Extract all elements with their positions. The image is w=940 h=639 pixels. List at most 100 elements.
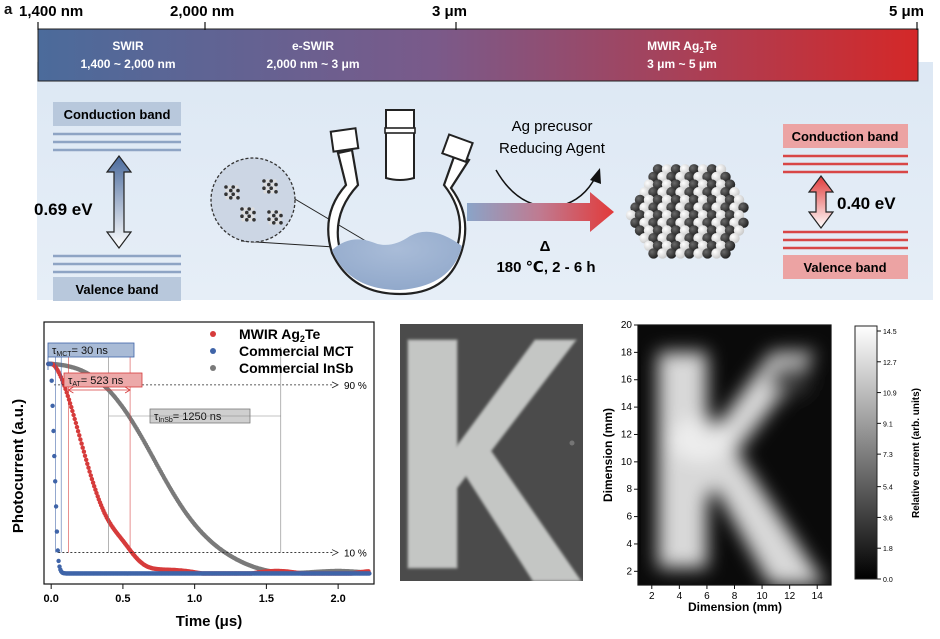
lattice-atom [634,210,646,221]
lattice-atom [670,225,682,236]
data-point [65,393,71,399]
data-point [90,480,96,485]
lattice-atom [702,232,713,244]
nanocrystal-cluster-icon [267,210,283,225]
heatmap-y-tick-label: 6 [626,512,632,523]
photocurrent-chart: 90 % 10 % 0.0 0.5 1.0 1.5 2.0 Time (μs) Photo… [10,321,375,630]
cluster-atom [247,214,251,218]
lattice-atom [639,217,650,229]
heatmap-y-tick-label: 12 [621,429,633,440]
lattice-atom [675,187,686,198]
cluster-atom [270,217,275,221]
cluster-atom [269,179,274,183]
cluster-atom [270,190,275,194]
svg-text:τAT= 523 ns: τAT= 523 ns [68,375,124,388]
cluster-atom [275,221,280,225]
lattice-atom [715,210,727,221]
spectrum-bar [37,28,919,82]
lattice-atom [706,240,718,251]
cluster-atom [252,210,256,215]
data-point [77,433,82,438]
lattice-atom [648,217,659,229]
lattice-atom [657,232,668,244]
lattice-atom [657,248,668,259]
heatmap-y-tick-label: 18 [621,347,633,358]
colorbar-tick-label: 12.7 [883,360,897,367]
lattice-atom [666,202,677,213]
lattice-atom [720,187,731,198]
cluster-atom [270,210,275,214]
heatmap-x-tick-label: 8 [732,591,738,602]
lattice-atom [679,240,691,251]
lattice-atom [738,202,749,213]
cluster-atom [231,192,235,196]
cluster-atom [245,218,249,222]
lattice-atom [684,187,695,198]
lattice-atom [630,217,641,229]
lattice-atom [657,187,668,198]
cluster-atom [274,182,278,187]
data-point [53,504,59,509]
cluster-atom [265,179,270,183]
lattice-atom [679,179,691,190]
heatmap-x-tick-label: 14 [812,591,824,602]
data-point [85,461,90,466]
lattice-atom [670,210,682,221]
legend-label: Commercial InSb [239,360,353,376]
lattice-atom [729,232,740,244]
k-letter-shape [407,339,582,581]
legend-marker [210,348,216,354]
lattice-atom [684,248,695,259]
data-point [67,401,73,406]
lattice-atom [657,217,668,229]
cluster-atom [274,190,278,194]
data-point [66,397,72,402]
level-90-label: 90 % [344,381,367,392]
cluster-atom [268,213,273,218]
cluster-atom [275,213,280,218]
lattice-atom [688,225,700,236]
data-point [69,404,74,410]
data-point [88,473,94,478]
cluster-atom [274,217,279,221]
cluster-atom [251,207,255,211]
data-point [93,487,98,492]
chart-x-axis-label: Time (μs) [176,613,242,630]
cluster-atom [232,188,237,193]
photocurrent-heatmap: 2 4 6 8 10 12 14 2 4 6 8 10 12 14 16 18 20 Dimension (m… [601,320,922,614]
reaction-conditions: 180 ℃, 2 - 6 h [496,259,595,276]
lattice-atom [675,202,686,213]
level-10-label: 10 % [344,549,367,560]
colorbar-tick-label: 7.3 [883,452,893,459]
left-conduction-box [53,102,181,126]
lattice-atom [720,217,731,229]
lattice-atom [697,179,709,190]
lattice-atom [715,179,727,190]
spectrum-ticks [37,22,918,30]
nanocrystal-cluster-icon [240,207,256,222]
heatmap-x-tick-label: 4 [677,591,683,602]
lattice-atom [652,194,664,206]
lattice-atom [675,248,686,259]
lattice-atom [643,194,655,206]
colorbar-label: Relative current (arb. units) [911,388,922,518]
heatmap-x-axis-label: Dimension (mm) [688,600,782,614]
lattice-atom [648,202,659,213]
cluster-atom [241,210,245,215]
lattice-atom [711,187,722,198]
cluster-atom [240,207,244,211]
lattice-atom [661,240,673,251]
lattice-atom [715,164,727,175]
lattice-atom [724,225,736,236]
cluster-atom [273,186,277,190]
lattice-atom [697,240,709,251]
cluster-atom [267,182,271,187]
heatmap-x-tick-label: 12 [784,591,796,602]
colorbar-tick-label: 9.1 [883,421,893,428]
lattice-atom [720,248,731,259]
band-eswir-range: 2,000 nm ~ 3 μm [266,57,359,71]
cluster-atom [279,213,283,218]
lattice-atom [720,202,731,213]
lattice-atom [711,232,722,244]
lattice-atom [670,194,682,206]
